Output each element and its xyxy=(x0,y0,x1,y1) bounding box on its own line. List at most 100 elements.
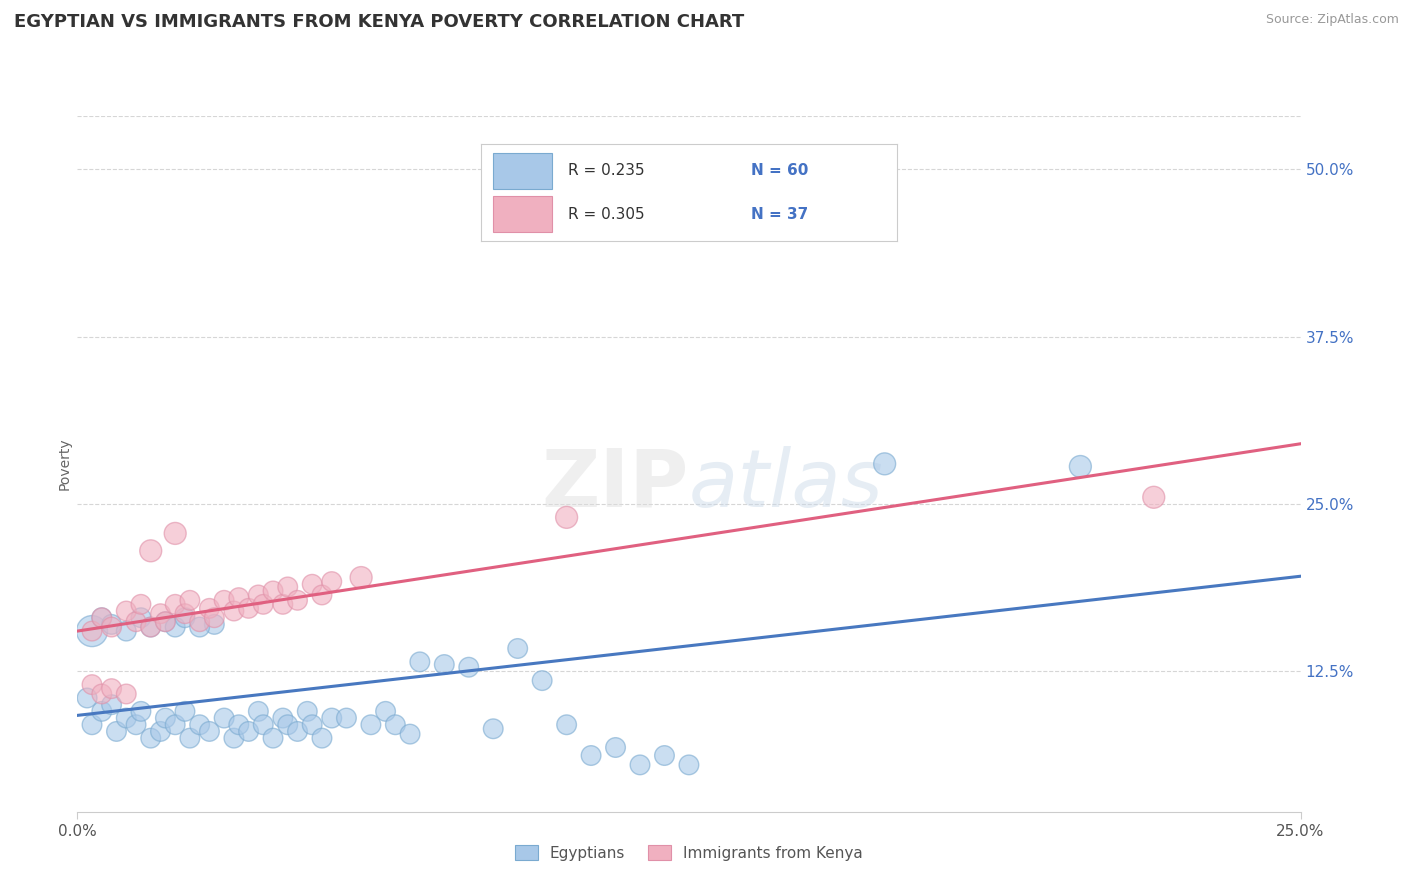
Point xyxy=(222,604,245,618)
Point xyxy=(301,717,323,731)
Point xyxy=(212,593,235,607)
Point xyxy=(287,724,309,739)
Point xyxy=(105,724,128,739)
Point xyxy=(335,711,357,725)
Text: R = 0.235: R = 0.235 xyxy=(568,163,645,178)
Point xyxy=(228,717,250,731)
Point xyxy=(1069,459,1091,474)
Point xyxy=(115,711,138,725)
Point xyxy=(262,731,284,746)
Point xyxy=(360,717,382,731)
Point xyxy=(457,660,479,674)
Point xyxy=(198,724,221,739)
Point xyxy=(311,588,333,602)
Point xyxy=(76,690,98,705)
Point xyxy=(409,655,432,669)
Point xyxy=(80,717,103,731)
Point xyxy=(179,593,201,607)
Point xyxy=(155,711,177,725)
Point xyxy=(90,611,112,625)
Text: EGYPTIAN VS IMMIGRANTS FROM KENYA POVERTY CORRELATION CHART: EGYPTIAN VS IMMIGRANTS FROM KENYA POVERT… xyxy=(14,13,744,31)
Point xyxy=(100,617,122,632)
Point xyxy=(238,724,260,739)
FancyBboxPatch shape xyxy=(494,196,551,233)
Point xyxy=(149,607,172,621)
Point xyxy=(399,727,422,741)
Point xyxy=(129,705,152,719)
Point xyxy=(188,615,211,629)
Point xyxy=(174,611,197,625)
Y-axis label: Poverty: Poverty xyxy=(58,438,72,490)
Text: ZIP: ZIP xyxy=(541,446,689,524)
Point xyxy=(262,584,284,599)
Point xyxy=(222,731,245,746)
Text: atlas: atlas xyxy=(689,446,884,524)
Point xyxy=(228,591,250,605)
Point xyxy=(247,705,270,719)
Point xyxy=(155,615,177,629)
Text: N = 60: N = 60 xyxy=(751,163,808,178)
Point xyxy=(80,678,103,692)
Point xyxy=(1143,491,1166,505)
Point xyxy=(115,687,138,701)
Point xyxy=(115,604,138,618)
Point xyxy=(129,598,152,612)
Point xyxy=(100,620,122,634)
Point xyxy=(654,748,676,763)
Point xyxy=(271,598,294,612)
Point xyxy=(139,731,162,746)
Point xyxy=(174,607,197,621)
Point xyxy=(252,717,274,731)
Point xyxy=(311,731,333,746)
Point xyxy=(165,526,187,541)
Point xyxy=(90,687,112,701)
Text: R = 0.305: R = 0.305 xyxy=(568,207,645,222)
Point xyxy=(506,641,529,656)
Text: N = 37: N = 37 xyxy=(751,207,808,222)
Point xyxy=(321,574,343,589)
Point xyxy=(165,717,187,731)
Legend: Egyptians, Immigrants from Kenya: Egyptians, Immigrants from Kenya xyxy=(509,838,869,867)
Point xyxy=(90,611,112,625)
Point xyxy=(287,593,309,607)
Point xyxy=(198,601,221,615)
Point xyxy=(238,601,260,615)
Point xyxy=(80,624,103,639)
Point xyxy=(531,673,554,688)
Point xyxy=(174,705,197,719)
Point xyxy=(321,711,343,725)
Point xyxy=(873,457,896,471)
Point xyxy=(212,711,235,725)
Point xyxy=(482,722,505,736)
Point xyxy=(129,611,152,625)
Point xyxy=(202,617,225,632)
Point xyxy=(125,717,148,731)
Point xyxy=(555,717,578,731)
Point xyxy=(90,705,112,719)
Point xyxy=(277,717,299,731)
Point xyxy=(605,740,627,755)
Point xyxy=(252,598,274,612)
Point xyxy=(628,758,651,772)
Point xyxy=(678,758,700,772)
Point xyxy=(100,698,122,712)
Point xyxy=(115,624,138,639)
Point xyxy=(374,705,396,719)
Point xyxy=(384,717,406,731)
Point xyxy=(433,657,456,672)
Text: Source: ZipAtlas.com: Source: ZipAtlas.com xyxy=(1265,13,1399,27)
Point xyxy=(100,681,122,696)
Point xyxy=(247,588,270,602)
Point xyxy=(350,571,373,585)
Point xyxy=(139,620,162,634)
Point xyxy=(139,544,162,558)
Point xyxy=(179,731,201,746)
Point xyxy=(155,615,177,629)
Point xyxy=(149,724,172,739)
Point xyxy=(555,510,578,524)
Point xyxy=(165,620,187,634)
FancyBboxPatch shape xyxy=(494,153,551,188)
Point xyxy=(579,748,602,763)
Point xyxy=(188,717,211,731)
Point xyxy=(165,598,187,612)
